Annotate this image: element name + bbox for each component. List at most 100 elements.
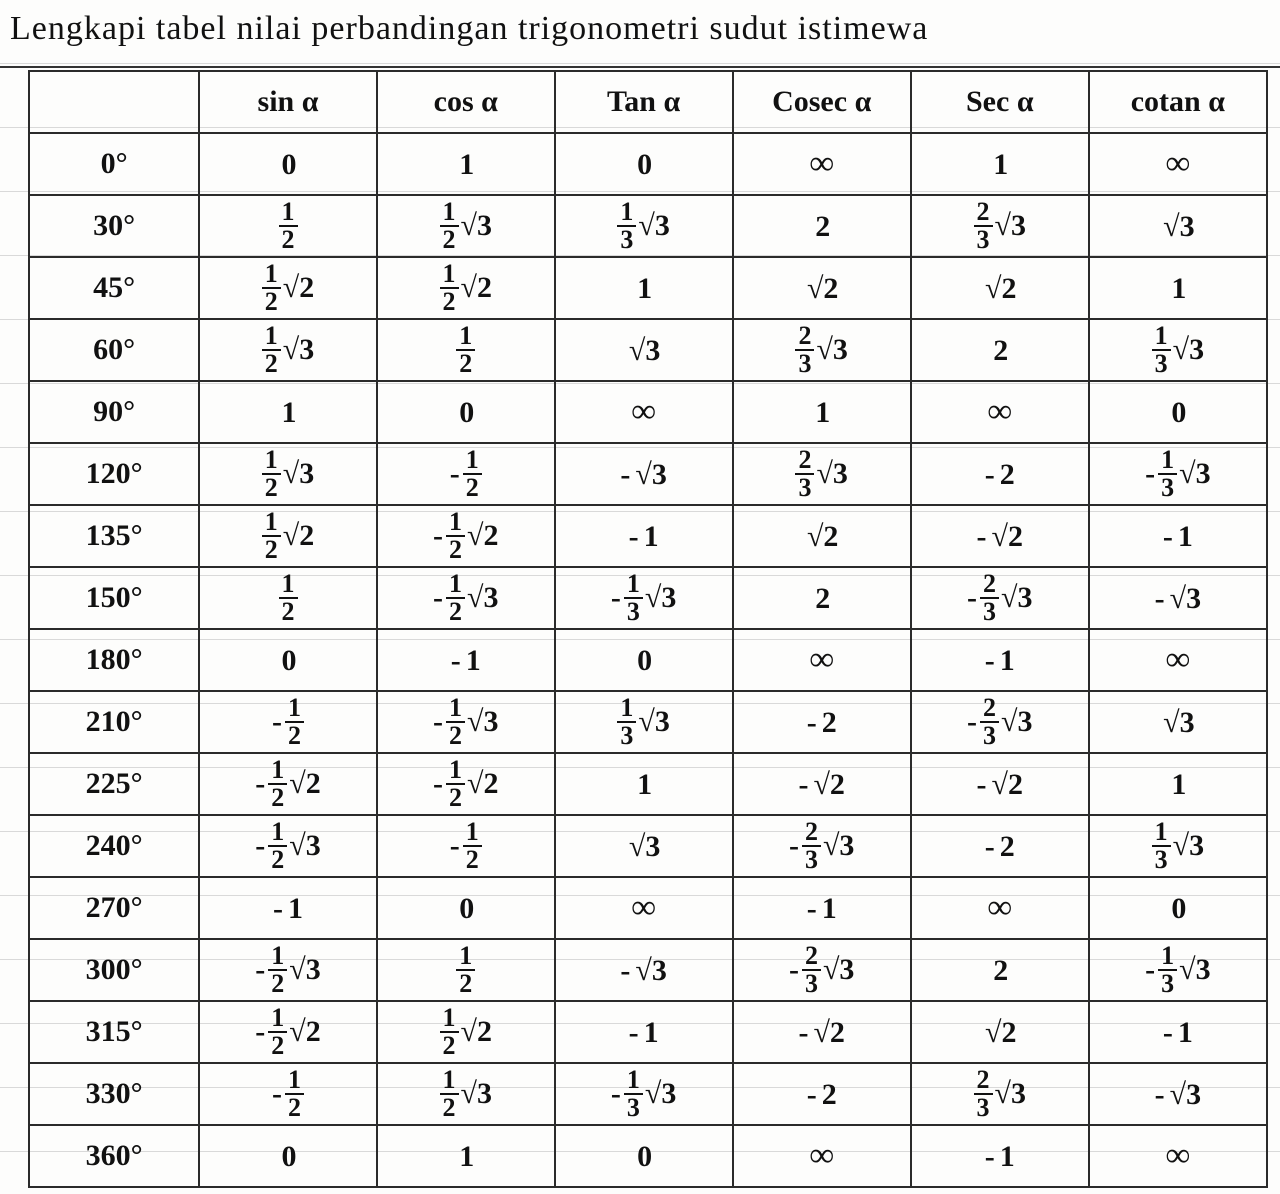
cell-cotan: 0 (1089, 381, 1267, 443)
cell-cos: 12 (377, 939, 555, 1001)
cell-sec: √2 (911, 257, 1089, 319)
table-row: 150°12-12√3-13√32-23√3-√3 (29, 567, 1267, 629)
table-row: 180°0-10∞-1∞ (29, 629, 1267, 691)
table-row: 120°12√3-12-√323√3-2-13√3 (29, 443, 1267, 505)
cell-angle: 90° (29, 381, 199, 443)
cell-tan: -13√3 (555, 1063, 733, 1125)
cell-cotan: -√3 (1089, 1063, 1267, 1125)
cell-cosec: 2 (733, 195, 911, 257)
cell-cotan: ∞ (1089, 1125, 1267, 1187)
cell-cotan: -13√3 (1089, 443, 1267, 505)
cell-tan: 0 (555, 133, 733, 195)
header-sec: Sec α (911, 71, 1089, 133)
table-row: 90°10∞1∞0 (29, 381, 1267, 443)
cell-cosec: 2 (733, 567, 911, 629)
cell-sin: 1 (199, 381, 377, 443)
cell-cos: 0 (377, 877, 555, 939)
cell-sin: 0 (199, 133, 377, 195)
cell-sec: 23√3 (911, 1063, 1089, 1125)
cell-angle: 30° (29, 195, 199, 257)
trig-table: sin α cos α Tan α Cosec α Sec α cotan α … (28, 70, 1268, 1188)
rule-line (0, 66, 1280, 68)
cell-sin: 12√3 (199, 319, 377, 381)
cell-sin: 12√2 (199, 505, 377, 567)
cell-cos: 12√3 (377, 1063, 555, 1125)
cell-cos: -1 (377, 629, 555, 691)
cell-angle: 45° (29, 257, 199, 319)
cell-sec: 1 (911, 133, 1089, 195)
cell-sec: -2 (911, 443, 1089, 505)
cell-cos: 12√3 (377, 195, 555, 257)
cell-cos: -12√2 (377, 753, 555, 815)
cell-sin: -12√2 (199, 753, 377, 815)
cell-sin: 12√3 (199, 443, 377, 505)
cell-cos: 1 (377, 1125, 555, 1187)
cell-angle: 300° (29, 939, 199, 1001)
cell-tan: 13√3 (555, 691, 733, 753)
cell-cosec: 23√3 (733, 319, 911, 381)
cell-tan: 13√3 (555, 195, 733, 257)
cell-cos: -12√2 (377, 505, 555, 567)
header-sin: sin α (199, 71, 377, 133)
cell-cotan: ∞ (1089, 133, 1267, 195)
cell-tan: 1 (555, 257, 733, 319)
table-row: 0°010∞1∞ (29, 133, 1267, 195)
header-cotan: cotan α (1089, 71, 1267, 133)
cell-angle: 270° (29, 877, 199, 939)
cell-cosec: ∞ (733, 629, 911, 691)
cell-cotan: √3 (1089, 691, 1267, 753)
cell-sin: 12√2 (199, 257, 377, 319)
cell-angle: 0° (29, 133, 199, 195)
cell-cos: 12√2 (377, 1001, 555, 1063)
cell-cosec: -1 (733, 877, 911, 939)
cell-cotan: 0 (1089, 877, 1267, 939)
table-header-row: sin α cos α Tan α Cosec α Sec α cotan α (29, 71, 1267, 133)
page-title: Lengkapi tabel nilai perbandingan trigon… (10, 10, 928, 48)
cell-cosec: -23√3 (733, 815, 911, 877)
table-row: 45°12√212√21√2√21 (29, 257, 1267, 319)
cell-sec: -2 (911, 815, 1089, 877)
header-cos: cos α (377, 71, 555, 133)
cell-angle: 315° (29, 1001, 199, 1063)
cell-cos: 1 (377, 133, 555, 195)
cell-cos: 12 (377, 319, 555, 381)
cell-angle: 210° (29, 691, 199, 753)
cell-sec: -1 (911, 1125, 1089, 1187)
cell-cos: -12 (377, 815, 555, 877)
cell-cosec: 23√3 (733, 443, 911, 505)
cell-cotan: ∞ (1089, 629, 1267, 691)
cell-cosec: -√2 (733, 753, 911, 815)
table-row: 135°12√2-12√2-1√2-√2-1 (29, 505, 1267, 567)
header-cosec: Cosec α (733, 71, 911, 133)
table-row: 225°-12√2-12√21-√2-√21 (29, 753, 1267, 815)
cell-sec: ∞ (911, 877, 1089, 939)
cell-sin: -12√3 (199, 815, 377, 877)
cell-sin: 0 (199, 629, 377, 691)
cell-angle: 360° (29, 1125, 199, 1187)
cell-sec: -23√3 (911, 567, 1089, 629)
cell-angle: 135° (29, 505, 199, 567)
cell-sin: 12 (199, 195, 377, 257)
cell-cosec: -√2 (733, 1001, 911, 1063)
cell-cosec: ∞ (733, 1125, 911, 1187)
cell-sin: -12 (199, 1063, 377, 1125)
cell-tan: 0 (555, 1125, 733, 1187)
cell-sin: 0 (199, 1125, 377, 1187)
cell-tan: 0 (555, 629, 733, 691)
cell-cotan: -13√3 (1089, 939, 1267, 1001)
cell-angle: 240° (29, 815, 199, 877)
cell-sec: ∞ (911, 381, 1089, 443)
cell-cos: 12√2 (377, 257, 555, 319)
cell-tan: ∞ (555, 877, 733, 939)
table-row: 210°-12-12√313√3-2-23√3√3 (29, 691, 1267, 753)
cell-angle: 330° (29, 1063, 199, 1125)
cell-tan: -1 (555, 505, 733, 567)
cell-tan: 1 (555, 753, 733, 815)
cell-cotan: 13√3 (1089, 815, 1267, 877)
header-blank (29, 71, 199, 133)
cell-sin: -12√3 (199, 939, 377, 1001)
cell-cosec: -23√3 (733, 939, 911, 1001)
cell-sec: 23√3 (911, 195, 1089, 257)
table-row: 60°12√312√323√3213√3 (29, 319, 1267, 381)
cell-sin: -12√2 (199, 1001, 377, 1063)
